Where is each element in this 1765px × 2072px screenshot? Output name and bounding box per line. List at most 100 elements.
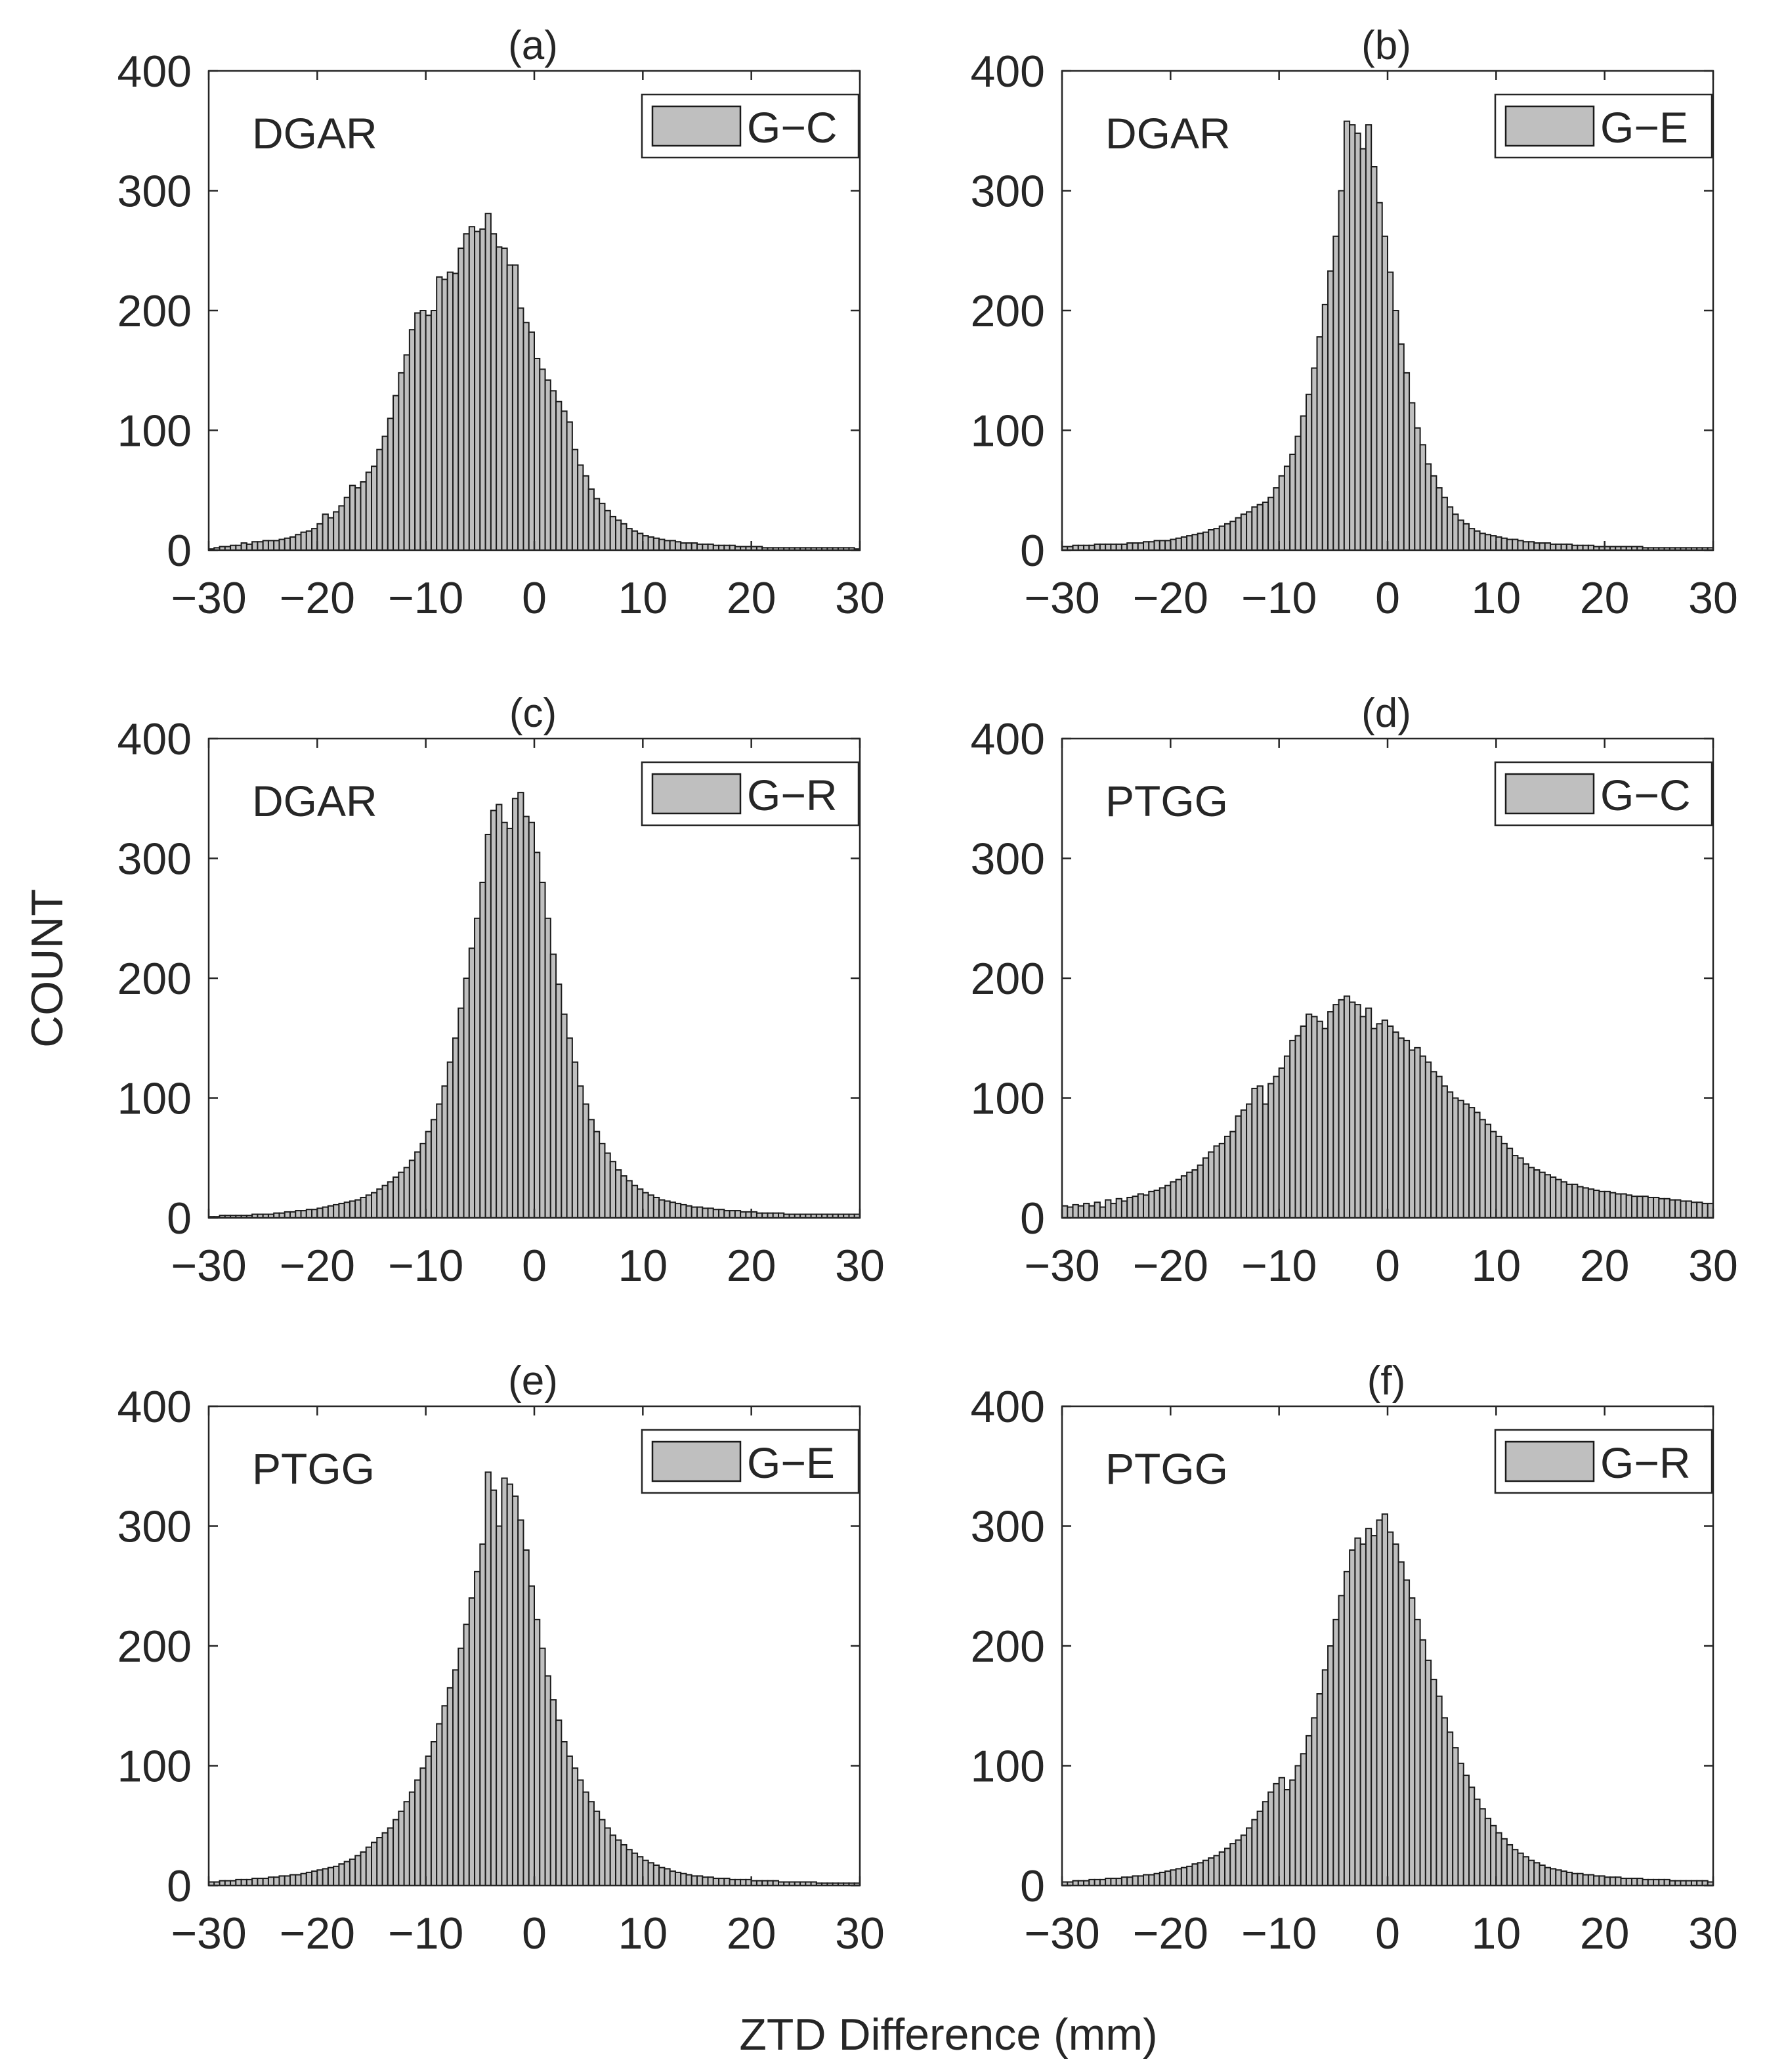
- histogram-bar: [1539, 1864, 1546, 1886]
- histogram-bar: [1338, 190, 1345, 551]
- histogram-bar: [534, 358, 541, 551]
- histogram-bar: [1105, 1878, 1112, 1887]
- x-tick-label: −30: [171, 573, 246, 623]
- histogram-bar: [1338, 1595, 1345, 1887]
- histogram-bar: [1115, 1198, 1122, 1219]
- histogram-bar: [1397, 1037, 1405, 1219]
- histogram-bar: [528, 821, 535, 1219]
- histogram-bar: [284, 1875, 291, 1886]
- histogram-bar: [599, 502, 606, 551]
- histogram-bar: [1229, 1131, 1237, 1219]
- y-tick-label: 400: [117, 714, 192, 764]
- y-tick-label: 400: [971, 1382, 1045, 1432]
- histogram-bar: [446, 1061, 454, 1219]
- histogram-bar: [338, 1203, 345, 1219]
- histogram-bar: [707, 1207, 714, 1219]
- histogram-bar: [463, 233, 470, 551]
- histogram-bar: [1229, 521, 1237, 551]
- histogram-bars: [208, 213, 861, 551]
- histogram-bar: [327, 1867, 335, 1887]
- histogram-bar: [425, 1755, 432, 1886]
- histogram-bar: [1680, 1200, 1687, 1219]
- legend-swatch: [1504, 105, 1595, 147]
- histogram-bar: [1332, 1618, 1340, 1887]
- y-tick-label: 0: [1020, 1194, 1045, 1243]
- histogram-bar: [1636, 1196, 1644, 1219]
- histogram-bar: [1197, 532, 1204, 551]
- x-tick-label: 10: [618, 1241, 668, 1291]
- histogram-bar: [1484, 534, 1492, 551]
- histogram-bar: [1153, 1190, 1160, 1219]
- histogram-bar: [1376, 202, 1383, 551]
- histogram-bar: [615, 1169, 622, 1219]
- x-tick-label: −20: [1133, 573, 1208, 623]
- histogram-bar: [1424, 463, 1432, 551]
- histogram-bar: [1321, 1669, 1329, 1886]
- legend: G−R: [1494, 1429, 1713, 1494]
- histogram-bar: [1371, 1535, 1378, 1887]
- histogram-bar: [1441, 1717, 1448, 1886]
- histogram-bar: [549, 953, 557, 1219]
- legend-swatch: [651, 1440, 742, 1482]
- histogram-bar: [702, 1876, 709, 1886]
- legend-label: G−C: [747, 103, 838, 152]
- histogram-bar: [1479, 532, 1486, 551]
- histogram-bar: [1126, 1196, 1134, 1219]
- histogram-bar: [555, 983, 563, 1219]
- histogram-bar: [403, 1167, 410, 1219]
- histogram-bar: [240, 542, 247, 551]
- histogram-bar: [300, 531, 307, 551]
- histogram-bar: [1202, 531, 1210, 551]
- x-tick-label: −30: [171, 1909, 246, 1958]
- histogram-bar: [1126, 542, 1134, 551]
- histogram-bar: [685, 542, 692, 551]
- x-tick-label: −30: [1024, 1241, 1099, 1291]
- legend-swatch: [1504, 1440, 1595, 1482]
- histogram-bar: [664, 1200, 671, 1219]
- histogram-bar: [1099, 1206, 1107, 1219]
- histogram-bar: [544, 917, 551, 1219]
- histogram-bar: [1642, 1196, 1649, 1219]
- histogram-bar: [506, 264, 513, 551]
- histogram-bar: [1533, 1862, 1541, 1887]
- histogram-bar: [1294, 1765, 1302, 1886]
- histogram-bar: [1452, 513, 1459, 551]
- x-tick-label: −20: [1133, 1909, 1208, 1958]
- histogram-bar: [1631, 1196, 1638, 1219]
- histogram-bar: [349, 1858, 356, 1887]
- histogram-bar: [544, 379, 551, 551]
- histogram-bar: [740, 1878, 747, 1887]
- histogram-bar: [1197, 1164, 1204, 1219]
- histogram-bar: [1105, 1199, 1112, 1219]
- histogram-bar: [1191, 534, 1199, 551]
- histogram-bar: [490, 233, 498, 551]
- panel-title: (d): [1361, 691, 1411, 736]
- histogram-bar: [1620, 1193, 1627, 1219]
- histogram-bar: [674, 1871, 682, 1886]
- x-tick-label: −10: [1241, 573, 1317, 623]
- histogram-bar: [1208, 1857, 1215, 1887]
- histogram-bar: [1403, 1039, 1411, 1219]
- histogram-bar: [349, 1200, 356, 1219]
- histogram-bar: [295, 1874, 302, 1887]
- histogram-bar: [1696, 1201, 1703, 1219]
- histogram-bar: [1148, 541, 1155, 551]
- histogram-bar: [1642, 1878, 1649, 1887]
- histogram-bar: [712, 1209, 720, 1219]
- histogram-bar: [1457, 1100, 1464, 1219]
- y-tick-label: 200: [117, 1622, 192, 1672]
- histogram-bar: [446, 271, 454, 551]
- histogram-bar: [452, 272, 459, 551]
- y-tick-label: 300: [117, 167, 192, 217]
- histogram-bar: [1267, 1791, 1275, 1886]
- histogram-bar: [1457, 519, 1464, 551]
- histogram-bar: [273, 540, 280, 551]
- histogram-bar: [1321, 303, 1329, 551]
- histogram-bar: [528, 331, 535, 551]
- histogram-bar: [1565, 543, 1573, 551]
- histogram-bar: [1224, 1135, 1231, 1219]
